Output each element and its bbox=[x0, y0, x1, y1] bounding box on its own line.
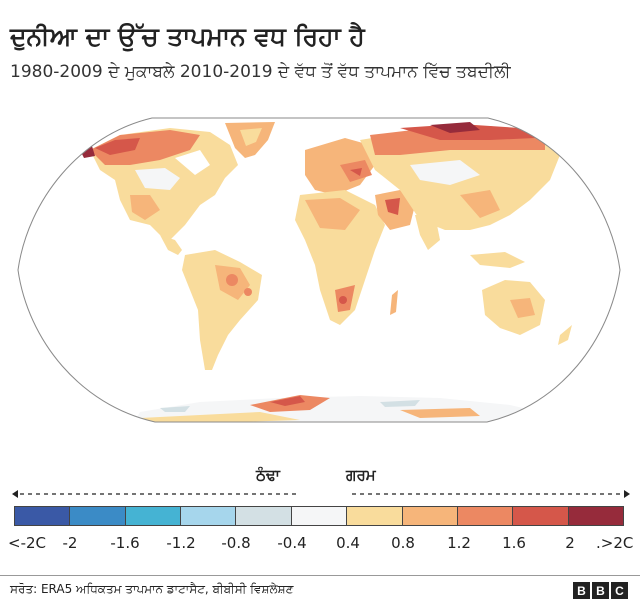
map-frame bbox=[17, 117, 621, 423]
australia bbox=[482, 280, 545, 335]
southeast-asia bbox=[470, 252, 525, 268]
swatch-2 bbox=[125, 507, 182, 525]
swatch-1 bbox=[70, 507, 126, 525]
tick-label: .>2C bbox=[596, 534, 634, 552]
new-zealand bbox=[558, 325, 572, 345]
legend-cool-label: ਠੰਢਾ bbox=[256, 466, 280, 484]
swatch-3 bbox=[181, 507, 237, 525]
swatch-9 bbox=[513, 507, 569, 525]
arrow-left-icon bbox=[12, 490, 18, 498]
europe bbox=[305, 138, 375, 195]
legend-ticks: <-2C -2 -1.6 -1.2 -0.8 -0.4 0.4 0.8 1.2 … bbox=[0, 534, 640, 556]
south-america bbox=[182, 250, 262, 370]
swatch-4 bbox=[236, 507, 292, 525]
tick-label: 1.6 bbox=[502, 534, 526, 552]
legend-direction-labels: ਠੰਢਾ ਗਰਮ bbox=[0, 466, 640, 488]
arrow-right-icon bbox=[624, 490, 630, 498]
legend-warm-label: ਗਰਮ bbox=[346, 466, 376, 484]
tick-label: -1.2 bbox=[166, 534, 196, 552]
page-subtitle: 1980-2009 ਦੇ ਮੁਕਾਬਲੇ 2010-2019 ਦੇ ਵੱਧ ਤੋ… bbox=[10, 62, 511, 82]
swatch-10 bbox=[568, 507, 623, 525]
world-temperature-map bbox=[17, 117, 621, 423]
tick-label: 0.8 bbox=[391, 534, 415, 552]
asia bbox=[360, 122, 560, 250]
tick-label: 0.4 bbox=[336, 534, 360, 552]
source-note: ਸਰੋਤ: ERA5 ਅਧਿਕਤਮ ਤਾਪਮਾਨ ਡਾਟਾਸੈਟ, ਬੀਬੀਸੀ… bbox=[10, 582, 294, 596]
swatch-6 bbox=[347, 507, 403, 525]
color-scale-bar bbox=[14, 506, 624, 526]
tick-label: <-2C bbox=[8, 534, 46, 552]
tick-label: -1.6 bbox=[110, 534, 140, 552]
africa bbox=[295, 190, 398, 325]
tick-label: -0.4 bbox=[277, 534, 307, 552]
central-america bbox=[160, 235, 182, 255]
bbc-logo: B B C bbox=[573, 582, 628, 599]
bbc-logo-letter: C bbox=[611, 582, 628, 599]
tick-label: -2 bbox=[62, 534, 78, 552]
swatch-8 bbox=[457, 507, 514, 525]
swatch-0 bbox=[15, 507, 71, 525]
page-title: ਦੁਨੀਆ ਦਾ ਉੱਚ ਤਾਪਮਾਨ ਵਧ ਰਿਹਾ ਹੈ bbox=[10, 22, 365, 51]
footer-divider bbox=[0, 575, 640, 576]
bbc-logo-letter: B bbox=[573, 582, 590, 599]
tick-label: -0.8 bbox=[221, 534, 251, 552]
tick-label: 1.2 bbox=[447, 534, 471, 552]
north-america bbox=[80, 128, 238, 240]
bbc-logo-letter: B bbox=[592, 582, 609, 599]
tick-label: 2 bbox=[565, 534, 575, 552]
swatch-7 bbox=[402, 507, 458, 525]
legend-arrows bbox=[12, 490, 630, 498]
swatch-5 bbox=[291, 507, 348, 525]
